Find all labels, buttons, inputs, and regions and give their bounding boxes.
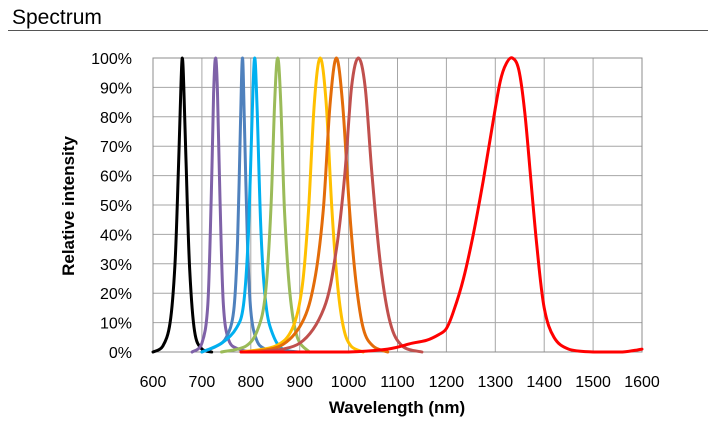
spectrum-series-4: [200, 56, 302, 354]
x-tick-label: 1500: [575, 374, 611, 391]
spectrum-series-6: [239, 56, 365, 354]
x-tick-label: 1400: [526, 374, 562, 391]
spectrum-series-1: [151, 56, 214, 354]
section-header: Spectrum: [8, 2, 708, 32]
x-tick-label: 1600: [624, 374, 660, 391]
spectrum-series-9: [239, 56, 644, 354]
x-tick-label: 1300: [478, 374, 514, 391]
y-tick-label: 90%: [100, 80, 132, 97]
y-tick-label: 10%: [100, 316, 132, 333]
plot-area-border: [152, 57, 643, 353]
x-axis-title: Wavelength (nm): [329, 398, 465, 417]
x-tick-label: 1100: [380, 374, 415, 391]
y-tick-label: 40%: [100, 227, 132, 244]
x-tick-label: 1000: [331, 374, 367, 391]
x-axis-ticks: 600 700 800 900 1000 1100 1200 1300 1400 1500 1600: [140, 374, 660, 391]
x-tick-label: 800: [237, 374, 264, 391]
x-tick-label: 700: [189, 374, 216, 391]
y-tick-label: 60%: [100, 169, 132, 186]
y-tick-label: 30%: [100, 257, 132, 274]
x-tick-label: 600: [140, 374, 167, 391]
chart-gridlines: [152, 57, 643, 353]
x-tick-label: 1200: [429, 374, 465, 391]
x-tick-label: 900: [286, 374, 313, 391]
y-tick-label: 100%: [91, 51, 132, 68]
spectrum-series-2: [190, 56, 253, 354]
y-tick-label: 50%: [100, 198, 132, 215]
y-tick-label: 80%: [100, 110, 132, 127]
spectrum-series-3: [200, 56, 282, 354]
section-title: Spectrum: [12, 6, 102, 29]
section-divider: [8, 30, 708, 31]
spectrum-series-5: [220, 56, 311, 354]
y-tick-label: 70%: [100, 139, 132, 156]
chart-series: [151, 56, 644, 354]
y-tick-label: 0%: [109, 345, 132, 362]
spectrum-series-7: [244, 56, 390, 354]
y-tick-label: 20%: [100, 286, 132, 303]
y-axis-title: Relative intensity: [59, 136, 78, 276]
y-axis-ticks: 0% 10% 20% 30% 40% 50% 60% 70% 80% 90% 100%: [91, 51, 132, 362]
spectrum-series-8: [259, 56, 424, 354]
